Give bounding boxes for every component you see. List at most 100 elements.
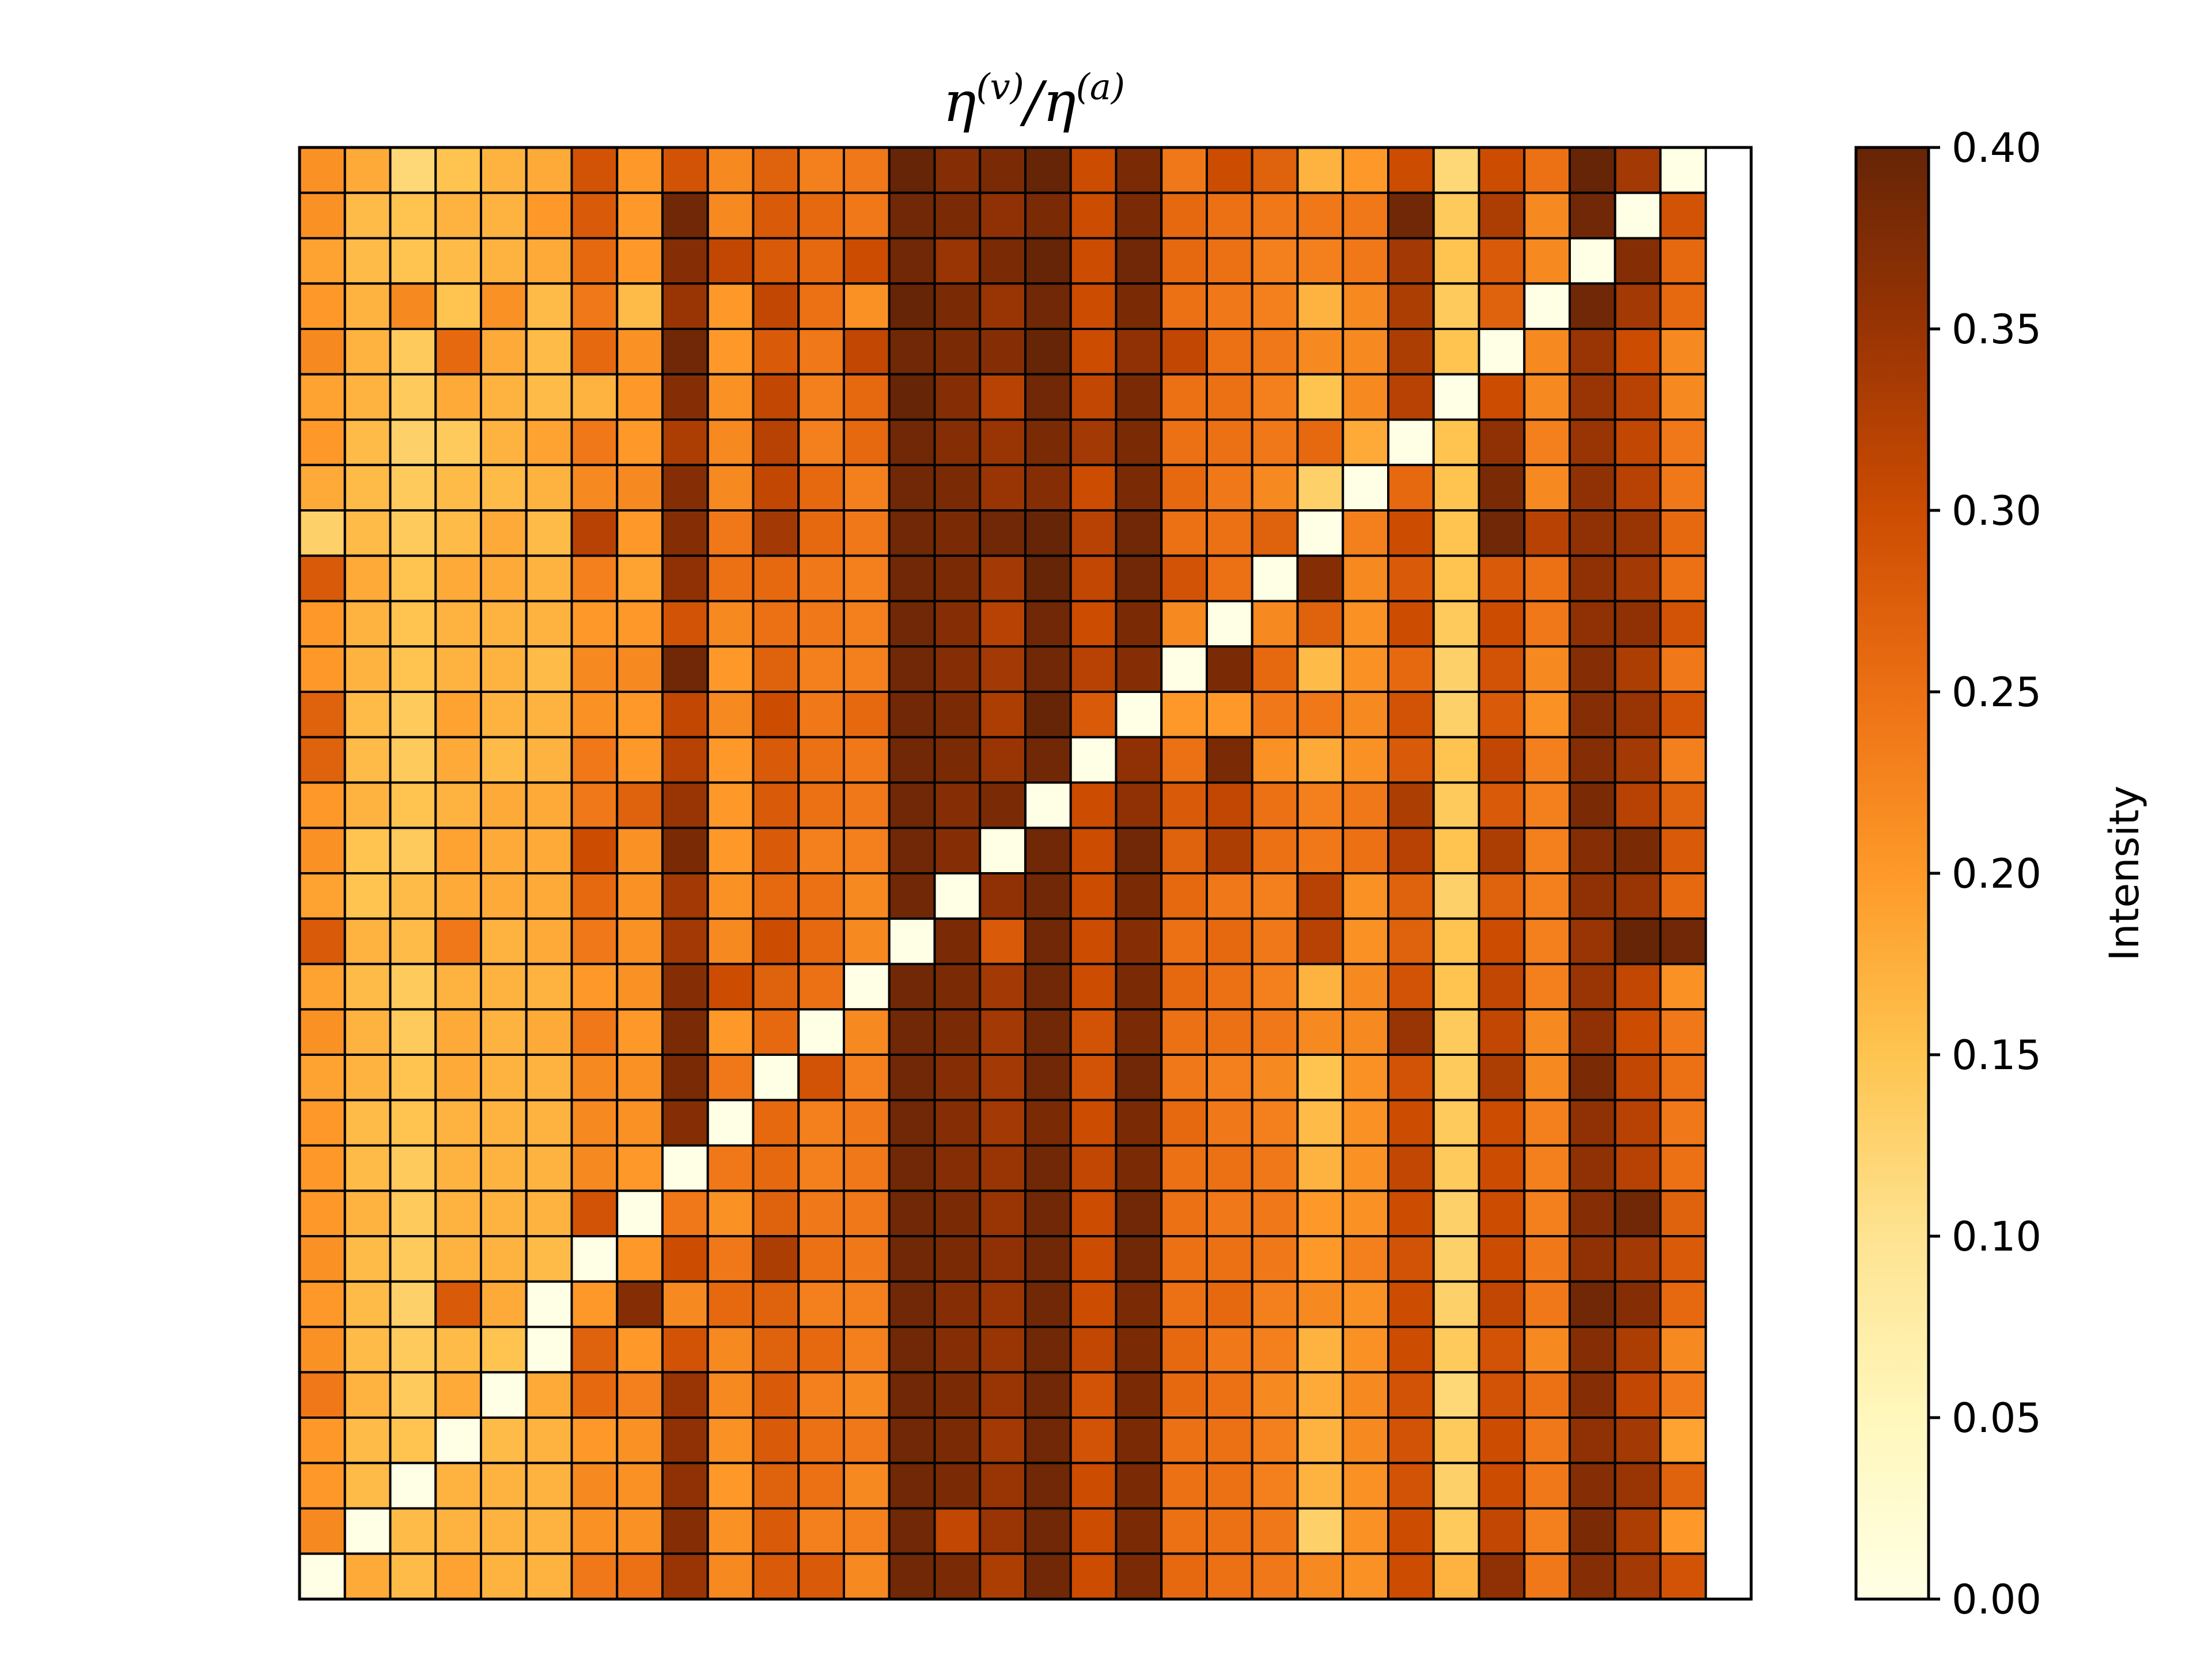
- heatmap-cell: [1523, 373, 1571, 421]
- heatmap-grid: [298, 146, 1707, 1600]
- heatmap-cell: [570, 328, 619, 376]
- heatmap-cell: [570, 645, 619, 693]
- heatmap-cell: [1478, 645, 1526, 693]
- heatmap-cell: [1206, 1144, 1253, 1192]
- heatmap-cell: [1160, 1371, 1208, 1419]
- heatmap-cell: [1478, 464, 1526, 512]
- heatmap-cell: [752, 963, 800, 1011]
- heatmap-cell: [1115, 1416, 1163, 1464]
- heatmap-cell: [525, 1507, 573, 1555]
- heatmap-cell: [1251, 418, 1299, 467]
- heatmap-cell: [1387, 1054, 1435, 1101]
- heatmap-cell: [843, 146, 891, 194]
- heatmap-cell: [1069, 1416, 1118, 1464]
- heatmap-cell: [616, 146, 664, 194]
- heatmap-cell: [1296, 872, 1344, 920]
- heatmap-cell: [343, 963, 392, 1011]
- heatmap-cell: [1387, 464, 1435, 512]
- heatmap-cell: [434, 328, 482, 376]
- heatmap-cell: [1160, 1099, 1208, 1147]
- heatmap-cell: [888, 1144, 936, 1192]
- heatmap-cell: [1613, 600, 1662, 648]
- heatmap-cell: [1478, 282, 1526, 330]
- heatmap-cell: [525, 917, 573, 965]
- heatmap-cell: [797, 827, 845, 874]
- heatmap-cell: [1296, 645, 1344, 693]
- heatmap-cell: [661, 328, 709, 376]
- heatmap-cell: [1206, 1280, 1253, 1328]
- heatmap-cell: [1251, 1190, 1299, 1237]
- heatmap-cell: [343, 1416, 392, 1464]
- heatmap-cell: [706, 872, 755, 920]
- heatmap-cell: [1432, 736, 1480, 784]
- heatmap-cell: [434, 1054, 482, 1101]
- heatmap-cell: [389, 917, 437, 965]
- heatmap-cell: [1478, 1280, 1526, 1328]
- heatmap-cell: [343, 237, 392, 285]
- heatmap-cell: [1024, 1235, 1072, 1283]
- heatmap-cell: [1296, 1099, 1344, 1147]
- heatmap-cell: [1115, 872, 1163, 920]
- heatmap-cell: [1069, 645, 1118, 693]
- heatmap-cell: [616, 1507, 664, 1555]
- heatmap-cell: [706, 781, 755, 830]
- heatmap-cell: [1523, 191, 1571, 240]
- colorbar-tick-label: 0.20: [1952, 850, 2041, 897]
- heatmap-cell: [1115, 554, 1163, 603]
- heatmap-cell: [616, 328, 664, 376]
- heatmap-cell: [1115, 600, 1163, 648]
- heatmap-cell: [1160, 1008, 1208, 1056]
- colorbar-label: Intensity: [2101, 786, 2148, 961]
- heatmap-cell: [661, 1552, 709, 1600]
- colorbar-tick-label: 0.25: [1952, 669, 2041, 716]
- heatmap-cell: [1069, 1099, 1118, 1147]
- heatmap-cell: [1659, 781, 1707, 830]
- heatmap-cell: [661, 1008, 709, 1056]
- heatmap-cell: [1523, 1144, 1571, 1192]
- heatmap-cell: [434, 1461, 482, 1510]
- heatmap-cell: [888, 781, 936, 830]
- heatmap-cell: [1613, 1280, 1662, 1328]
- heatmap-cell: [706, 963, 755, 1011]
- heatmap-cell: [933, 691, 982, 738]
- heatmap-cell: [616, 554, 664, 603]
- heatmap-cell: [570, 418, 619, 467]
- heatmap-cell: [1569, 1461, 1616, 1510]
- heatmap-cell: [797, 328, 845, 376]
- heatmap-cell: [1024, 1325, 1072, 1374]
- heatmap-cell: [933, 917, 982, 965]
- heatmap-cell: [1523, 1235, 1571, 1283]
- heatmap-cell: [706, 827, 755, 874]
- heatmap-cell: [797, 1371, 845, 1419]
- heatmap-cell: [1478, 736, 1526, 784]
- heatmap-cell: [752, 1416, 800, 1464]
- heatmap-cell: [570, 1280, 619, 1328]
- heatmap-cell: [1251, 736, 1299, 784]
- heatmap-cell: [888, 1552, 936, 1600]
- heatmap-cell: [525, 554, 573, 603]
- heatmap-cell: [752, 1371, 800, 1419]
- heatmap-cell: [1387, 373, 1435, 421]
- heatmap-cell: [1432, 1280, 1480, 1328]
- heatmap-cell: [616, 464, 664, 512]
- heatmap-cell: [933, 1371, 982, 1419]
- heatmap-cell: [1251, 1461, 1299, 1510]
- heatmap-cell: [1659, 146, 1707, 194]
- heatmap-cell: [343, 146, 392, 194]
- heatmap-cell: [1160, 554, 1208, 603]
- heatmap-cell: [706, 1280, 755, 1328]
- heatmap-cell: [1160, 872, 1208, 920]
- heatmap-cell: [1569, 1235, 1616, 1283]
- heatmap-cell: [1024, 1144, 1072, 1192]
- heatmap-cell: [752, 464, 800, 512]
- heatmap-cell: [752, 373, 800, 421]
- heatmap-cell: [1613, 645, 1662, 693]
- heatmap-cell: [1659, 600, 1707, 648]
- heatmap-cell: [1569, 691, 1616, 738]
- heatmap-cell: [706, 509, 755, 557]
- heatmap-cell: [1478, 1371, 1526, 1419]
- heatmap-cell: [480, 328, 528, 376]
- heatmap-cell: [1387, 509, 1435, 557]
- heatmap-cell: [1251, 917, 1299, 965]
- heatmap-cell: [1160, 827, 1208, 874]
